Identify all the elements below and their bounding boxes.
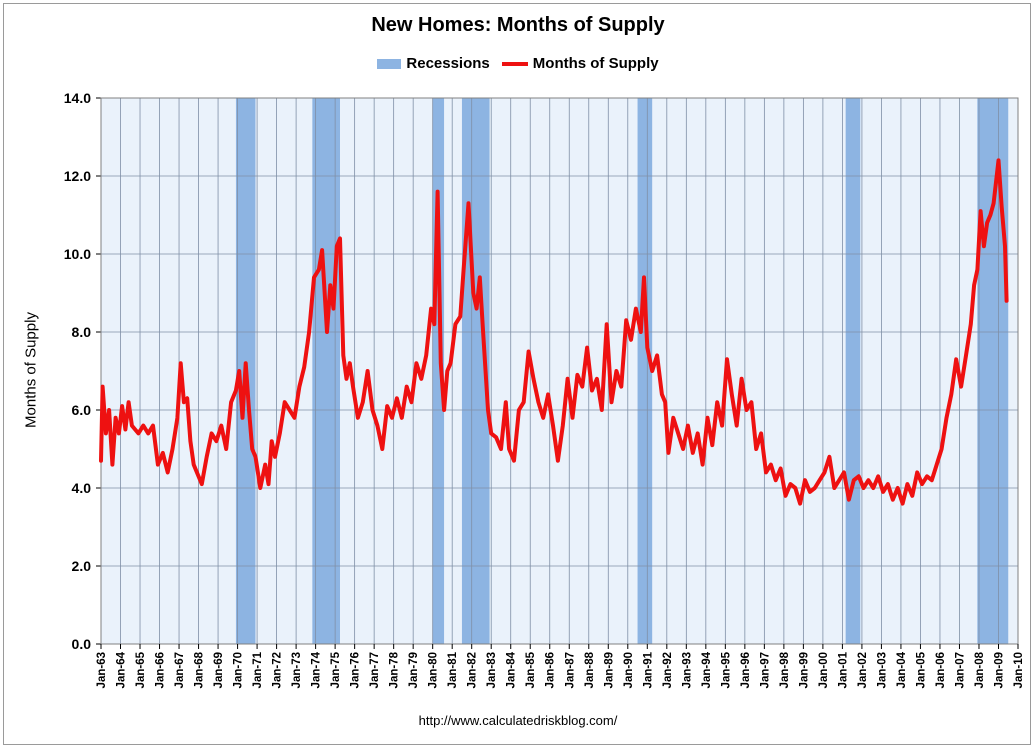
legend-label-months-of-supply: Months of Supply xyxy=(532,55,659,72)
x-tick-label: Jan-70 xyxy=(233,652,245,688)
x-tick-label: Jan-69 xyxy=(213,652,225,688)
legend-label-recessions: Recessions xyxy=(406,55,490,72)
x-tick-label: Jan-95 xyxy=(720,651,732,688)
x-tick-label: Jan-67 xyxy=(174,652,186,688)
x-tick-label: Jan-63 xyxy=(96,652,108,688)
chart-title: New Homes: Months of Supply xyxy=(371,14,665,36)
x-tick-label: Jan-80 xyxy=(428,652,440,688)
source-url: http://www.calculatedriskblog.com/ xyxy=(418,713,618,728)
x-tick-label: Jan-72 xyxy=(272,652,284,688)
x-tick-label: Jan-81 xyxy=(447,651,459,688)
x-tick-label: Jan-85 xyxy=(525,651,537,688)
legend-swatch-recessions xyxy=(377,58,402,69)
x-tick-label: Jan-99 xyxy=(798,652,810,688)
x-tick-label: Jan-64 xyxy=(116,651,128,688)
x-tick-label: Jan-06 xyxy=(935,652,947,688)
x-tick-label: Jan-76 xyxy=(350,652,362,688)
x-tick-label: Jan-98 xyxy=(779,651,791,688)
x-tick-label: Jan-78 xyxy=(389,651,401,688)
x-tick-label: Jan-86 xyxy=(545,652,557,688)
y-tick-label: 8.0 xyxy=(72,324,92,340)
x-tick-label: Jan-79 xyxy=(408,652,420,688)
x-tick-label: Jan-91 xyxy=(642,651,654,688)
x-tick-label: Jan-87 xyxy=(564,652,576,688)
recession-band-7 xyxy=(977,98,1009,644)
y-tick-label: 4.0 xyxy=(72,480,92,496)
x-tick-label: Jan-71 xyxy=(252,651,264,688)
series-line-months-of-supply xyxy=(99,158,1009,506)
x-tick-label: Jan-93 xyxy=(681,652,693,688)
x-tick-label: Jan-77 xyxy=(369,652,381,688)
x-tick-label: Jan-97 xyxy=(759,652,771,688)
recession-band-3 xyxy=(432,98,445,644)
y-tick-label: 2.0 xyxy=(72,558,92,574)
x-tick-label: Jan-09 xyxy=(993,652,1005,688)
x-tick-label: Jan-96 xyxy=(740,652,752,688)
recession-band-5 xyxy=(637,98,653,644)
x-tick-label: Jan-04 xyxy=(896,651,908,688)
x-tick-label: Jan-94 xyxy=(701,651,713,688)
plot-border xyxy=(100,97,1019,645)
recession-band-2 xyxy=(312,98,341,644)
x-tick-label: Jan-92 xyxy=(662,652,674,688)
chart-legend: Recessions Months of Supply xyxy=(0,55,1036,72)
x-tick-label: Jan-73 xyxy=(291,652,303,688)
x-tick-label: Jan-68 xyxy=(194,651,206,688)
x-tick-label: Jan-88 xyxy=(584,651,596,688)
x-tick-label: Jan-65 xyxy=(135,651,147,688)
y-tick-label: 0.0 xyxy=(72,636,92,652)
x-tick-label: Jan-84 xyxy=(506,651,518,688)
x-tick-label: Jan-82 xyxy=(467,652,479,688)
x-tick-label: Jan-90 xyxy=(623,652,635,688)
legend-swatch-months-of-supply xyxy=(501,61,528,66)
recession-band-6 xyxy=(845,98,861,644)
x-tick-label: Jan-01 xyxy=(837,651,849,688)
x-tick-label: Jan-08 xyxy=(974,651,986,688)
y-tick-label: 12.0 xyxy=(64,168,91,184)
x-tick-label: Jan-66 xyxy=(155,652,167,688)
x-tick-label: Jan-75 xyxy=(330,651,342,688)
x-tick-label: Jan-83 xyxy=(486,652,498,688)
x-tick-label: Jan-02 xyxy=(857,652,869,688)
x-tick-label: Jan-05 xyxy=(915,651,927,688)
x-tick-label: Jan-89 xyxy=(603,652,615,688)
y-tick-label: 10.0 xyxy=(64,246,91,262)
x-tick-label: Jan-10 xyxy=(1013,652,1025,688)
y-tick-label: 14.0 xyxy=(64,90,91,106)
x-tick-label: Jan-03 xyxy=(876,652,888,688)
legend-item-recessions: Recessions xyxy=(377,55,490,72)
x-tick-label: Jan-07 xyxy=(954,652,966,688)
x-tick-label: Jan-00 xyxy=(818,652,830,688)
y-tick-label: 6.0 xyxy=(72,402,92,418)
legend-item-months-of-supply: Months of Supply xyxy=(501,55,659,72)
x-tick-label: Jan-74 xyxy=(311,651,323,688)
